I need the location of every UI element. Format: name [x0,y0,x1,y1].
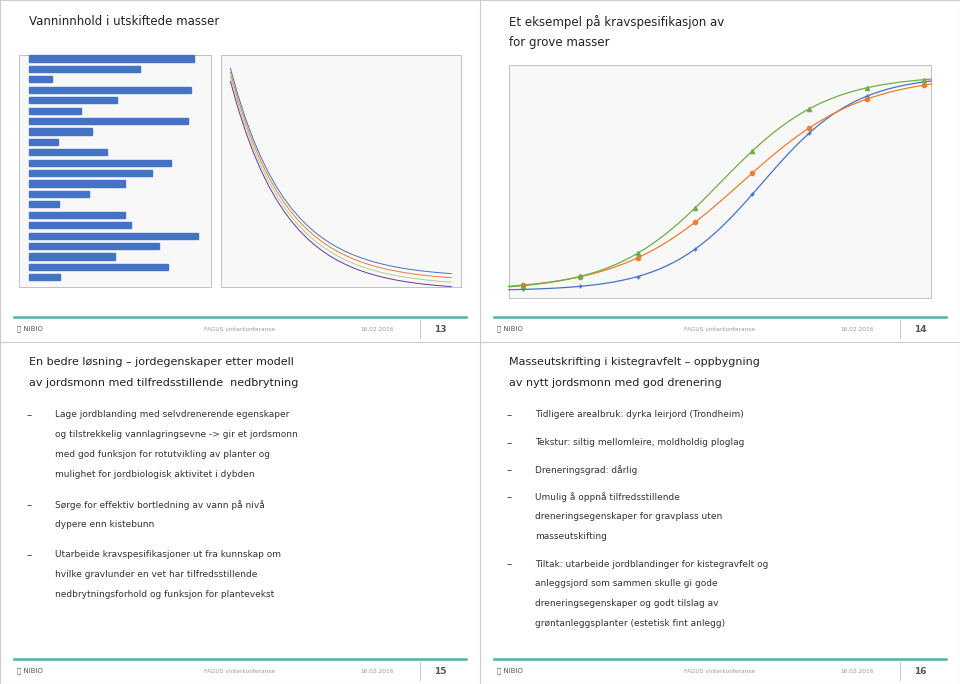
Bar [29,129,92,135]
Text: 16.02.2016: 16.02.2016 [360,668,394,674]
Bar [29,191,89,197]
Bar [29,76,52,82]
Text: –: – [507,465,512,475]
Text: 16.02.2016: 16.02.2016 [840,326,874,332]
Text: Utarbeide kravspesifikasjoner ut fra kunnskap om: Utarbeide kravspesifikasjoner ut fra kun… [56,550,281,559]
Text: –: – [26,410,32,421]
Text: Ⓝ NIBIO: Ⓝ NIBIO [497,668,522,674]
Bar [509,65,931,298]
Bar [29,222,131,228]
Text: FAGUS vinterkonferanse: FAGUS vinterkonferanse [684,326,756,332]
Bar [29,212,125,218]
Text: dypere enn kistebunn: dypere enn kistebunn [56,520,155,529]
Text: dreneringsegenskaper for gravplass uten: dreneringsegenskaper for gravplass uten [536,512,723,521]
Bar [29,55,194,62]
Text: hvilke gravlunder en vet har tilfredsstillende: hvilke gravlunder en vet har tilfredssti… [56,570,257,579]
Text: Tidligere arealbruk: dyrka leirjord (Trondheim): Tidligere arealbruk: dyrka leirjord (Tro… [536,410,744,419]
Bar [29,233,198,239]
Text: Tiltak: utarbeide jordblandinger for kistegravfelt og: Tiltak: utarbeide jordblandinger for kis… [536,560,769,568]
Text: Vanninnhold i utskiftede masser: Vanninnhold i utskiftede masser [29,16,219,29]
Text: –: – [26,550,32,560]
Text: Et eksempel på kravspesifikasjon av: Et eksempel på kravspesifikasjon av [509,16,724,29]
Text: Ⓝ NIBIO: Ⓝ NIBIO [17,326,42,332]
Text: –: – [26,500,32,510]
Text: av nytt jordsmonn med god drenering: av nytt jordsmonn med god drenering [509,378,722,388]
Text: Sørge for effektiv bortledning av vann på nivå: Sørge for effektiv bortledning av vann p… [56,500,265,510]
Text: grøntanleggsplanter (estetisk fint anlegg): grøntanleggsplanter (estetisk fint anleg… [536,619,726,628]
Bar [29,254,115,260]
Text: Tekstur: siltig mellomleire, moldholdig ploglag: Tekstur: siltig mellomleire, moldholdig … [536,438,745,447]
Bar [221,55,461,287]
Text: 16: 16 [915,666,927,676]
Bar [19,55,211,287]
Bar [29,118,188,124]
Text: En bedre løsning – jordegenskaper etter modell: En bedre løsning – jordegenskaper etter … [29,357,294,367]
Text: mulighet for jordbiologisk aktivitet i dybden: mulighet for jordbiologisk aktivitet i d… [56,470,254,479]
Bar [29,107,81,114]
Bar [29,66,140,72]
Bar [29,264,168,270]
Text: Umulig å oppnå tilfredsstillende: Umulig å oppnå tilfredsstillende [536,492,680,502]
Text: masseutskifting: masseutskifting [536,532,607,541]
Bar [29,159,172,166]
Text: dreneringsegenskaper og godt tilslag av: dreneringsegenskaper og godt tilslag av [536,599,719,608]
Text: –: – [507,438,512,448]
Text: –: – [507,410,512,421]
Bar [29,139,59,145]
Text: av jordsmonn med tilfredsstillende  nedbrytning: av jordsmonn med tilfredsstillende nedbr… [29,378,299,388]
Text: 16.02.2016: 16.02.2016 [360,326,394,332]
Text: anleggsjord som sammen skulle gi gode: anleggsjord som sammen skulle gi gode [536,579,718,588]
Text: 14: 14 [915,324,927,334]
Text: og tilstrekkelig vannlagringsevne -> gir et jordsmonn: og tilstrekkelig vannlagringsevne -> gir… [56,430,298,439]
Text: FAGUS vinterkonferanse: FAGUS vinterkonferanse [204,326,276,332]
Text: –: – [507,560,512,570]
Bar [29,97,117,103]
Text: 16.02.2016: 16.02.2016 [840,668,874,674]
Text: 13: 13 [434,324,447,334]
Bar [29,181,125,187]
Text: FAGUS vinterkonferanse: FAGUS vinterkonferanse [204,668,276,674]
Bar [29,170,153,176]
Text: for grove masser: for grove masser [509,36,610,49]
Text: 15: 15 [434,666,447,676]
Bar [29,201,60,207]
Text: Ⓝ NIBIO: Ⓝ NIBIO [17,668,42,674]
Text: Lage jordblanding med selvdrenerende egenskaper: Lage jordblanding med selvdrenerende ege… [56,410,290,419]
Text: –: – [507,492,512,503]
Bar [29,87,191,93]
Text: med god funksjon for rotutvikling av planter og: med god funksjon for rotutvikling av pla… [56,450,270,459]
Text: Ⓝ NIBIO: Ⓝ NIBIO [497,326,522,332]
Bar [29,243,159,249]
Bar [29,149,107,155]
Text: nedbrytningsforhold og funksjon for plantevekst: nedbrytningsforhold og funksjon for plan… [56,590,275,598]
Text: Dreneringsgrad: dårlig: Dreneringsgrad: dårlig [536,465,637,475]
Bar [29,274,60,280]
Text: Masseutskrifting i kistegravfelt – oppbygning: Masseutskrifting i kistegravfelt – oppby… [509,357,759,367]
Text: FAGUS vinterkonferanse: FAGUS vinterkonferanse [684,668,756,674]
